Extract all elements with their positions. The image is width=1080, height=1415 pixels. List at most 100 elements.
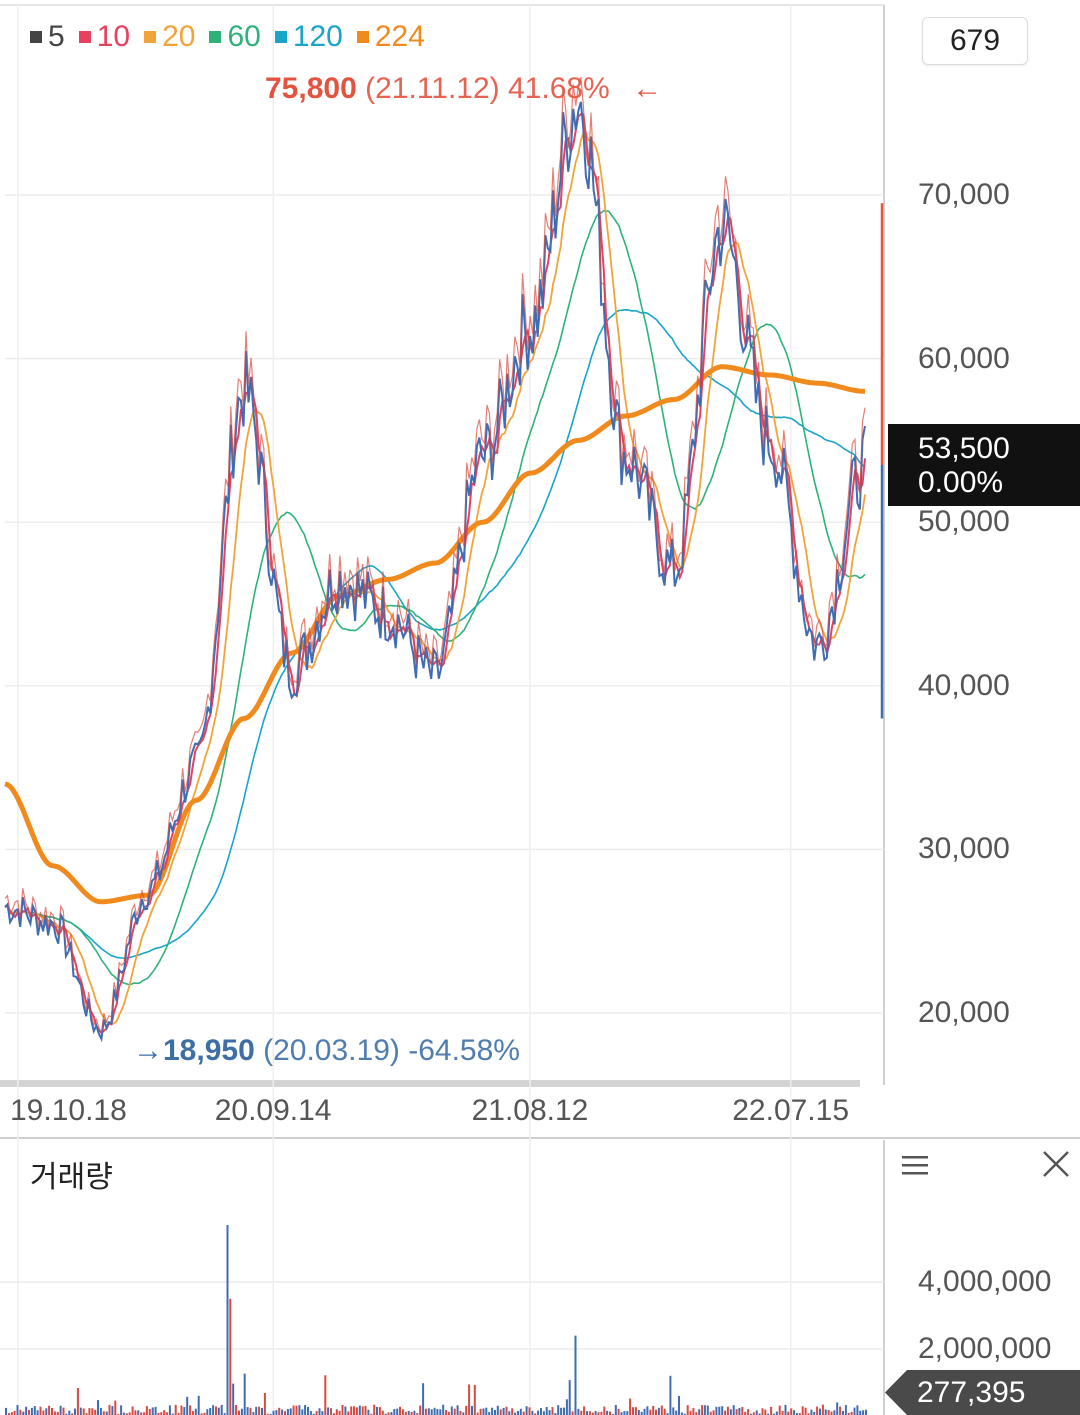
volume-bar bbox=[738, 1407, 741, 1415]
volume-bar bbox=[749, 1413, 752, 1415]
volume-bar bbox=[171, 1413, 174, 1415]
volume-bar bbox=[154, 1406, 157, 1415]
volume-bar bbox=[263, 1393, 266, 1415]
volume-bar bbox=[413, 1410, 416, 1415]
current-price-value: 53,500 bbox=[918, 432, 1010, 465]
y-tick-label: 70,000 bbox=[918, 178, 1010, 211]
volume-bar bbox=[683, 1413, 686, 1415]
volume-bar bbox=[160, 1412, 163, 1415]
volume-bar bbox=[565, 1399, 568, 1415]
volume-bar bbox=[511, 1408, 514, 1415]
x-tick-label: 19.10.18 bbox=[10, 1094, 127, 1127]
volume-bar bbox=[732, 1405, 735, 1415]
menu-icon[interactable] bbox=[900, 1150, 932, 1182]
volume-bar bbox=[796, 1413, 798, 1415]
legend-item-120[interactable]: 120 bbox=[274, 20, 343, 54]
volume-bar bbox=[862, 1410, 865, 1415]
volume-bar bbox=[117, 1413, 120, 1415]
volume-bar bbox=[76, 1388, 79, 1415]
legend-item-10[interactable]: 10 bbox=[78, 20, 131, 54]
volume-bar bbox=[827, 1410, 830, 1415]
legend-item-5[interactable]: 5 bbox=[30, 20, 65, 54]
volume-bar bbox=[396, 1408, 399, 1415]
volume-bar bbox=[278, 1407, 281, 1415]
volume-bar bbox=[522, 1411, 525, 1415]
ma-legend[interactable]: 5 10 20 60 120 224 bbox=[30, 20, 425, 54]
candle-count-box[interactable]: 679 bbox=[922, 17, 1028, 65]
volume-bar bbox=[327, 1407, 330, 1415]
volume-bar bbox=[341, 1405, 344, 1415]
volume-bar bbox=[91, 1408, 94, 1415]
volume-bar bbox=[830, 1411, 833, 1415]
volume-bar bbox=[430, 1409, 433, 1415]
volume-bar bbox=[706, 1405, 709, 1415]
volume-bar bbox=[629, 1398, 632, 1415]
legend-swatch bbox=[274, 31, 287, 43]
volume-bar bbox=[560, 1407, 563, 1415]
volume-bar bbox=[295, 1405, 298, 1415]
volume-bar bbox=[649, 1409, 652, 1415]
volume-bar bbox=[747, 1409, 750, 1415]
volume-bar bbox=[284, 1411, 286, 1415]
legend-label: 10 bbox=[96, 20, 131, 53]
scrollbar[interactable] bbox=[0, 1080, 860, 1087]
volume-bar bbox=[568, 1380, 571, 1415]
volume-bar bbox=[422, 1383, 425, 1415]
volume-bar bbox=[217, 1407, 220, 1415]
volume-bar bbox=[761, 1408, 764, 1415]
volume-bar bbox=[315, 1411, 318, 1415]
legend-item-60[interactable]: 60 bbox=[209, 20, 261, 54]
volume-bar bbox=[249, 1407, 252, 1415]
ma-line-60 bbox=[4, 209, 866, 986]
volume-bar bbox=[741, 1407, 744, 1415]
close-icon[interactable] bbox=[1040, 1148, 1072, 1180]
volume-bar bbox=[675, 1410, 678, 1415]
legend-label: 224 bbox=[374, 20, 425, 53]
volume-bar bbox=[289, 1408, 292, 1415]
volume-bar bbox=[669, 1375, 672, 1415]
volume-bar bbox=[663, 1408, 666, 1415]
volume-bar bbox=[531, 1410, 534, 1415]
volume-bar bbox=[701, 1405, 704, 1415]
volume-bar bbox=[476, 1412, 479, 1415]
volume-bar bbox=[453, 1408, 456, 1415]
volume-bar bbox=[312, 1413, 315, 1415]
volume-bar bbox=[468, 1384, 471, 1415]
volume-bar bbox=[473, 1385, 476, 1415]
volume-bar bbox=[301, 1409, 304, 1415]
volume-bar bbox=[583, 1406, 586, 1415]
volume-bar bbox=[102, 1411, 105, 1415]
volume-bar bbox=[332, 1413, 335, 1415]
volume-bar bbox=[479, 1408, 482, 1415]
volume-bar bbox=[131, 1406, 134, 1415]
volume-bar bbox=[801, 1406, 804, 1415]
volume-bar bbox=[128, 1412, 131, 1415]
volume-bar bbox=[45, 1408, 48, 1415]
legend-item-20[interactable]: 20 bbox=[144, 20, 195, 54]
legend-item-224[interactable]: 224 bbox=[356, 20, 425, 54]
volume-bar bbox=[16, 1405, 19, 1415]
volume-bar bbox=[462, 1412, 465, 1415]
volume-bar bbox=[71, 1413, 74, 1415]
volume-bar bbox=[735, 1409, 738, 1415]
volume-bar bbox=[482, 1408, 485, 1415]
volume-bar bbox=[203, 1412, 206, 1415]
volume-bar bbox=[10, 1412, 13, 1415]
volume-bar bbox=[657, 1407, 660, 1415]
y-tick-label: 20,000 bbox=[918, 996, 1010, 1029]
volume-bar bbox=[865, 1409, 867, 1415]
y-tick-label: 60,000 bbox=[918, 341, 1010, 375]
volume-bar bbox=[764, 1409, 767, 1415]
volume-bar bbox=[839, 1406, 842, 1415]
volume-bar bbox=[177, 1412, 180, 1415]
volume-bar bbox=[370, 1413, 373, 1415]
volume-bar bbox=[652, 1405, 655, 1415]
volume-bar bbox=[350, 1406, 353, 1415]
volume-bar bbox=[844, 1405, 847, 1415]
volume-bar bbox=[364, 1405, 367, 1415]
volume-bar bbox=[442, 1404, 445, 1415]
volume-bar bbox=[381, 1410, 384, 1415]
volume-bar bbox=[505, 1406, 508, 1415]
volume-bar bbox=[65, 1413, 68, 1415]
